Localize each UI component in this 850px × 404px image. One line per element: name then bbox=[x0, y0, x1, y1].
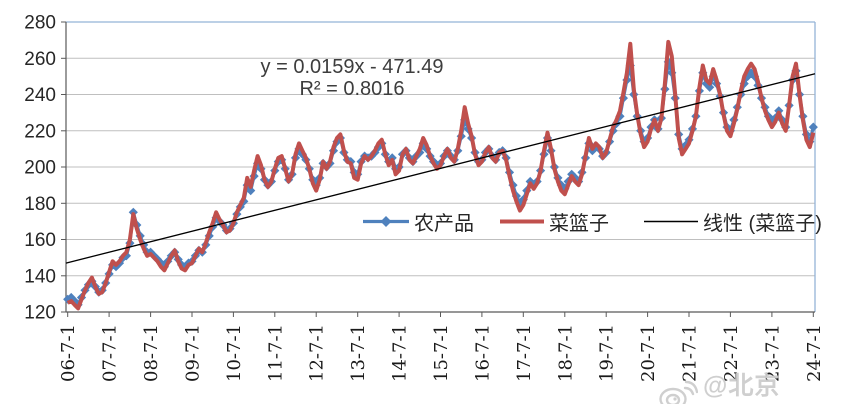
x-tick-label: 14-7-1 bbox=[390, 324, 411, 382]
x-tick-label: 20-7-1 bbox=[638, 324, 659, 382]
trendline-equation: y = 0.0159x - 471.49 bbox=[260, 56, 444, 78]
x-tick-label: 19-7-1 bbox=[597, 324, 618, 382]
legend-sample-trend-line-icon bbox=[644, 215, 698, 228]
gridlines bbox=[66, 57, 815, 277]
trendline-annotation: y = 0.0159x - 471.49 R² = 0.8016 bbox=[218, 56, 486, 100]
plot-border bbox=[66, 21, 816, 312]
x-tick-label: 24-7-1 bbox=[804, 324, 825, 382]
x-tick-label: 15-7-1 bbox=[431, 324, 452, 382]
legend-item-nongchanpin[interactable]: 农产品 bbox=[363, 208, 474, 235]
y-tick-label: 140 bbox=[24, 266, 56, 287]
x-tick-label: 22-7-1 bbox=[721, 324, 742, 382]
y-tick-label: 240 bbox=[24, 85, 56, 106]
x-tick-label: 07-7-1 bbox=[100, 324, 121, 382]
x-tick-label: 13-7-1 bbox=[348, 324, 369, 382]
series-linear-trendline bbox=[65, 73, 816, 264]
legend-item-linear-trend[interactable]: 线性 (菜篮子) bbox=[644, 208, 822, 235]
series-cailanzi bbox=[66, 39, 816, 311]
x-tick-label: 10-7-1 bbox=[224, 324, 245, 382]
x-tick-label: 16-7-1 bbox=[472, 324, 493, 382]
x-tick-label: 17-7-1 bbox=[514, 324, 535, 382]
x-tick-label: 21-7-1 bbox=[680, 324, 701, 382]
legend-label-nongchanpin: 农产品 bbox=[414, 213, 474, 235]
watermark: @北京farmer bbox=[658, 366, 850, 404]
x-tick-label: 12-7-1 bbox=[307, 324, 328, 382]
y-axis-ticks-and-labels: 280 260 240 220 200 180 160 140 120 bbox=[24, 13, 66, 324]
y-tick-label: 280 bbox=[24, 13, 56, 34]
x-tick-label: 08-7-1 bbox=[141, 324, 162, 382]
x-tick-label: 23-7-1 bbox=[762, 324, 783, 382]
x-tick-label: 06-7-1 bbox=[58, 324, 79, 382]
y-tick-label: 120 bbox=[24, 303, 56, 324]
watermark-text: @北京farmer bbox=[703, 372, 786, 404]
legend-sample-line-diamond-icon bbox=[363, 215, 409, 228]
x-tick-label: 18-7-1 bbox=[555, 324, 576, 382]
y-tick-label: 200 bbox=[24, 158, 56, 179]
y-tick-label: 260 bbox=[24, 49, 56, 70]
x-tick-label: 11-7-1 bbox=[265, 324, 286, 382]
r-squared-value: R² = 0.8016 bbox=[299, 78, 405, 100]
x-tick-label: 09-7-1 bbox=[183, 324, 204, 382]
weibo-icon bbox=[658, 379, 699, 404]
legend-label-cailanzi: 菜篮子 bbox=[549, 213, 609, 235]
x-axis-ticks-and-labels: 06-7-1 07-7-1 08-7-1 09-7-1 10-7-1 11-7-1 12-7… bbox=[58, 312, 825, 382]
y-tick-label: 180 bbox=[24, 194, 56, 215]
legend-item-cailanzi[interactable]: 菜篮子 bbox=[500, 208, 609, 235]
y-tick-label: 220 bbox=[24, 121, 56, 142]
legend-label-linear-trend: 线性 (菜篮子) bbox=[703, 213, 822, 235]
legend-sample-red-line-icon bbox=[500, 215, 544, 228]
y-tick-label: 160 bbox=[24, 230, 56, 251]
